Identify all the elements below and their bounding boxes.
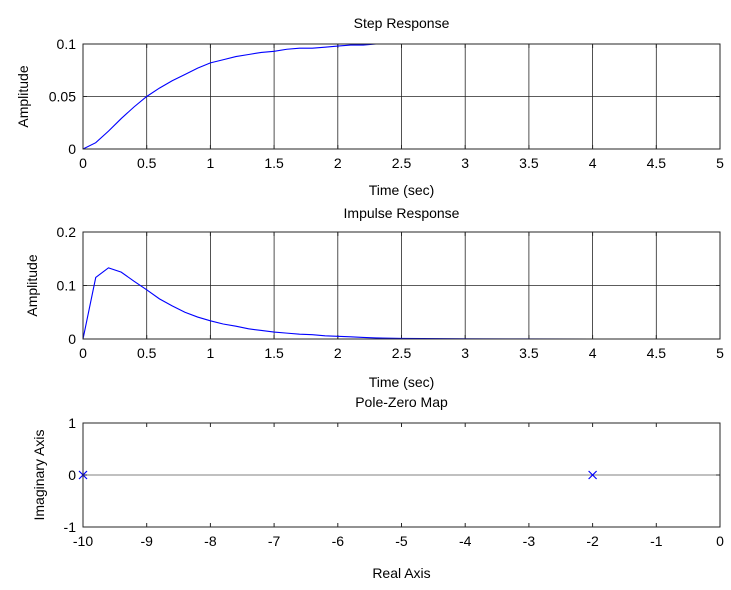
y-tick-label: 0 [68,467,76,483]
pole-marker [588,470,598,480]
x-axis-label: Time (sec) [369,182,435,198]
x-tick-label: -5 [395,533,408,549]
chart-panel-1: 0 0.5 1 1.5 2 2.5 3 3.5 4 4.5 5 0 0.05 0.1 Step Respon… [15,15,724,198]
x-tick-label: 4.5 [647,155,667,171]
x-tick-label: 3.5 [519,155,539,171]
x-tick-label: -8 [204,533,217,549]
x-tick-label: 1 [207,345,215,361]
x-tick-label: 5 [716,155,724,171]
y-tick-label: 0.2 [57,224,77,240]
chart-title: Pole-Zero Map [355,394,448,410]
x-tick-label: 2.5 [392,155,412,171]
axes-frame [82,231,721,340]
y-axis-label: Amplitude [15,65,31,127]
x-tick-label: -9 [140,533,153,549]
x-tick-label: -1 [650,533,663,549]
x-tick-label: -6 [332,533,345,549]
x-tick-label: 0 [79,345,87,361]
x-tick-label: -3 [523,533,536,549]
y-tick-label: 0 [68,141,76,157]
x-tick-label: 0 [79,155,87,171]
x-tick-label: 2.5 [392,345,412,361]
x-tick-label: -4 [459,533,472,549]
chart-panel-2: 0 0.5 1 1.5 2 2.5 3 3.5 4 4.5 5 0 0.1 0.2 Impulse Resp… [24,205,724,390]
x-tick-label: 4 [589,345,597,361]
x-tick-label: 2 [334,345,342,361]
x-tick-label: 3 [461,155,469,171]
chart-title: Impulse Response [344,205,460,221]
x-tick-label: 4.5 [647,345,667,361]
x-tick-label: 1.5 [264,155,284,171]
y-axis-label: Imaginary Axis [31,429,47,520]
axes-frame [82,422,721,528]
y-axis-label: Amplitude [24,254,40,316]
x-tick-label: 4 [589,155,597,171]
x-tick-label: 0.5 [137,345,157,361]
y-tick-label: -1 [64,519,77,535]
x-tick-label: 5 [716,345,724,361]
x-tick-label: 1 [207,155,215,171]
y-tick-label: 0.05 [49,89,76,105]
y-tick-label: 0.1 [57,278,77,294]
x-tick-label: 2 [334,155,342,171]
chart-title: Step Response [354,15,450,31]
x-tick-label: 1.5 [264,345,284,361]
x-tick-label: -7 [268,533,281,549]
axes-frame [82,43,721,150]
x-tick-label: 0.5 [137,155,157,171]
y-tick-label: 0 [68,331,76,347]
x-tick-label: -10 [73,533,93,549]
y-tick-label: 0.1 [57,36,77,52]
x-tick-label: 3 [461,345,469,361]
x-tick-label: -2 [586,533,599,549]
x-axis-label: Time (sec) [369,374,435,390]
x-tick-label: 3.5 [519,345,539,361]
x-axis-label: Real Axis [372,565,430,581]
x-tick-label: 0 [716,533,724,549]
y-tick-label: 1 [68,415,76,431]
